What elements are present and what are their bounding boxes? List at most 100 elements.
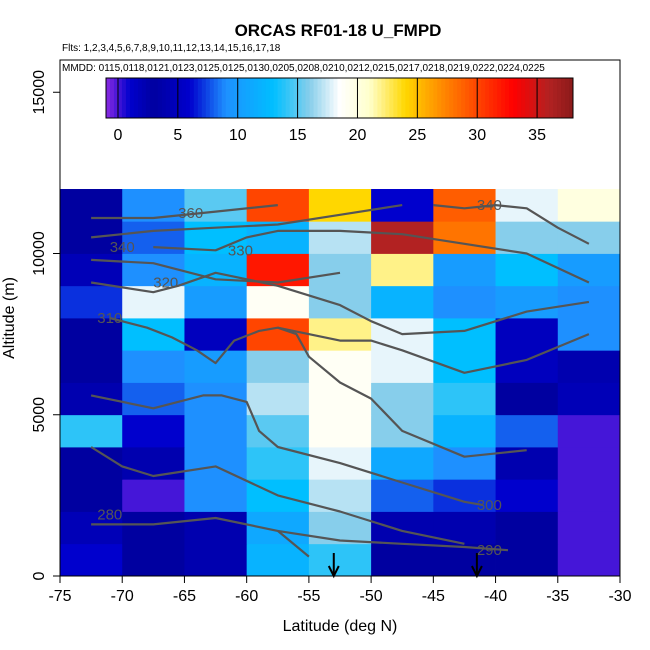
x-tick-label: -60 (235, 588, 258, 605)
heatmap-cell (122, 512, 185, 545)
heatmap-cell (309, 318, 372, 351)
heatmap-cell (247, 286, 310, 319)
heatmap-cell (496, 286, 559, 319)
heatmap-cell (558, 254, 621, 287)
x-tick-label: -65 (173, 588, 196, 605)
colorbar-segment (210, 78, 214, 118)
heatmap-cell (309, 350, 372, 383)
heatmap-cell (309, 286, 372, 319)
heatmap-cell (433, 286, 496, 319)
flights-note: Flts: 1,2,3,4,5,6,7,8,9,10,11,12,13,14,1… (62, 43, 281, 54)
dates-note: MMDD: 0115,0118,0121,0123,0125,0125,0130… (62, 63, 545, 74)
colorbar-segment (461, 78, 465, 118)
colorbar-segment (365, 78, 369, 118)
x-tick-label: -75 (48, 588, 71, 605)
heatmap-cell (309, 221, 372, 254)
colorbar-segment (302, 78, 306, 118)
heatmap-cell (247, 189, 310, 222)
colorbar-segment (122, 78, 126, 118)
colorbar-segment (298, 78, 302, 118)
heatmap-cell (309, 254, 372, 287)
heatmap-cell (122, 479, 185, 512)
colorbar-segment (501, 78, 505, 118)
colorbar-segment (349, 78, 353, 118)
heatmap-cell (371, 544, 434, 577)
y-axis-label: Altitude (m) (1, 277, 18, 359)
colorbar-tick-label: 20 (349, 127, 367, 144)
colorbar-segment (565, 78, 569, 118)
x-tick-label: -30 (608, 588, 631, 605)
colorbar-segment (314, 78, 318, 118)
heatmap-cell (558, 221, 621, 254)
colorbar-segment (437, 78, 441, 118)
colorbar-segment (198, 78, 202, 118)
colorbar-segment (385, 78, 389, 118)
colorbar-segment (110, 78, 114, 118)
colorbar-segment (310, 78, 314, 118)
heatmap-cell (184, 447, 247, 480)
colorbar-segment (529, 78, 533, 118)
heatmap-cell (558, 447, 621, 480)
colorbar-segment (334, 78, 338, 118)
heatmap-cell (496, 415, 559, 448)
colorbar-segment (381, 78, 385, 118)
colorbar-segment (282, 78, 286, 118)
colorbar-segment (393, 78, 397, 118)
colorbar-segment (553, 78, 557, 118)
heatmap-cell (122, 415, 185, 448)
colorbar-segment (481, 78, 485, 118)
colorbar-segment (194, 78, 198, 118)
colorbar-segment (469, 78, 473, 118)
colorbar-segment (369, 78, 373, 118)
colorbar-tick-label: 30 (468, 127, 486, 144)
heatmap-cell (433, 254, 496, 287)
colorbar-segment (405, 78, 409, 118)
heatmap-cell (558, 350, 621, 383)
x-tick-label: -40 (484, 588, 507, 605)
colorbar-segment (126, 78, 130, 118)
colorbar-segment (274, 78, 278, 118)
heatmap-cell (309, 383, 372, 416)
colorbar-segment (142, 78, 146, 118)
colorbar-segment (505, 78, 509, 118)
colorbar-segment (166, 78, 170, 118)
heatmap-cell (558, 318, 621, 351)
colorbar-segment (345, 78, 349, 118)
heatmap-cell (371, 350, 434, 383)
colorbar-tick-label: 5 (173, 127, 182, 144)
colorbar-segment (541, 78, 545, 118)
colorbar-segment (517, 78, 521, 118)
y-tick-label: 5000 (31, 397, 48, 433)
colorbar-segment (397, 78, 401, 118)
contour-label: 320 (153, 275, 178, 292)
colorbar-segment (445, 78, 449, 118)
colorbar-segment (465, 78, 469, 118)
colorbar-segment (130, 78, 134, 118)
colorbar-segment (441, 78, 445, 118)
colorbar-segment (190, 78, 194, 118)
heatmap-cell (558, 286, 621, 319)
colorbar-segment (477, 78, 481, 118)
colorbar-segment (377, 78, 381, 118)
colorbar-segment (186, 78, 190, 118)
heatmap-cell (496, 512, 559, 545)
colorbar-segment (258, 78, 262, 118)
colorbar-segment (453, 78, 457, 118)
heatmap-cell (496, 383, 559, 416)
colorbar-segment (150, 78, 154, 118)
heatmap-cell (558, 383, 621, 416)
colorbar-segment (266, 78, 270, 118)
colorbar-segment (449, 78, 453, 118)
colorbar-segment (401, 78, 405, 118)
contour-label: 330 (228, 242, 253, 259)
heatmap-cell (184, 318, 247, 351)
colorbar-segment (338, 78, 342, 118)
heatmap-cell (558, 189, 621, 222)
colorbar-segment (357, 78, 361, 118)
colorbar-segment (509, 78, 513, 118)
heatmap-cell (496, 254, 559, 287)
heatmap-cell (309, 544, 372, 577)
colorbar-segment (270, 78, 274, 118)
colorbar-segment (537, 78, 541, 118)
